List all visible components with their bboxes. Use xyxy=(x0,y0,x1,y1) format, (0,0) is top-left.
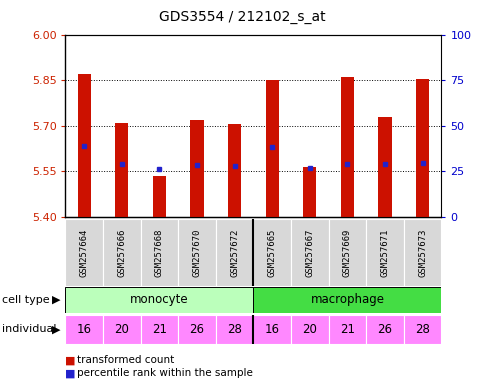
Bar xyxy=(103,219,140,286)
Bar xyxy=(290,219,328,286)
Bar xyxy=(290,315,328,344)
Bar xyxy=(215,219,253,286)
Bar xyxy=(227,124,241,217)
Text: individual: individual xyxy=(2,324,57,334)
Bar xyxy=(178,219,215,286)
Text: GSM257664: GSM257664 xyxy=(79,228,89,276)
Bar xyxy=(328,315,365,344)
Bar xyxy=(415,79,428,217)
Text: GSM257665: GSM257665 xyxy=(267,228,276,276)
Bar xyxy=(378,117,391,217)
Bar xyxy=(77,74,91,217)
Bar xyxy=(365,219,403,286)
Text: 26: 26 xyxy=(377,323,392,336)
Bar xyxy=(190,120,203,217)
Bar xyxy=(403,315,440,344)
Bar xyxy=(115,123,128,217)
Bar xyxy=(340,77,353,217)
Text: 16: 16 xyxy=(76,323,91,336)
Bar xyxy=(103,315,140,344)
Text: GSM257673: GSM257673 xyxy=(417,228,426,276)
Text: 21: 21 xyxy=(339,323,354,336)
Bar xyxy=(328,219,365,286)
Bar xyxy=(140,219,178,286)
Text: percentile rank within the sample: percentile rank within the sample xyxy=(76,368,252,378)
Text: cell type: cell type xyxy=(2,295,50,305)
Text: ■: ■ xyxy=(65,368,76,378)
Text: 16: 16 xyxy=(264,323,279,336)
Text: macrophage: macrophage xyxy=(310,293,384,306)
Bar xyxy=(152,176,166,217)
Text: 20: 20 xyxy=(302,323,317,336)
Text: 21: 21 xyxy=(151,323,166,336)
Bar xyxy=(253,315,290,344)
Text: 28: 28 xyxy=(414,323,429,336)
Text: ■: ■ xyxy=(65,355,76,365)
Bar xyxy=(65,287,253,313)
Text: 26: 26 xyxy=(189,323,204,336)
Text: 20: 20 xyxy=(114,323,129,336)
Text: GSM257666: GSM257666 xyxy=(117,228,126,276)
Bar xyxy=(302,167,316,217)
Text: 28: 28 xyxy=(227,323,242,336)
Bar xyxy=(253,219,290,286)
Bar xyxy=(215,315,253,344)
Text: GSM257669: GSM257669 xyxy=(342,228,351,276)
Text: GSM257668: GSM257668 xyxy=(154,228,164,276)
Bar xyxy=(65,315,103,344)
Bar xyxy=(140,315,178,344)
Bar xyxy=(253,287,440,313)
Text: GSM257667: GSM257667 xyxy=(304,228,314,276)
Bar xyxy=(178,315,215,344)
Text: monocyte: monocyte xyxy=(130,293,188,306)
Bar xyxy=(65,219,103,286)
Bar xyxy=(365,315,403,344)
Text: GDS3554 / 212102_s_at: GDS3554 / 212102_s_at xyxy=(159,10,325,23)
Text: GSM257671: GSM257671 xyxy=(379,228,389,276)
Bar xyxy=(403,219,440,286)
Text: ▶: ▶ xyxy=(51,295,60,305)
Text: GSM257670: GSM257670 xyxy=(192,228,201,276)
Text: transformed count: transformed count xyxy=(76,355,174,365)
Text: ▶: ▶ xyxy=(51,324,60,334)
Bar xyxy=(265,80,278,217)
Text: GSM257672: GSM257672 xyxy=(229,228,239,276)
